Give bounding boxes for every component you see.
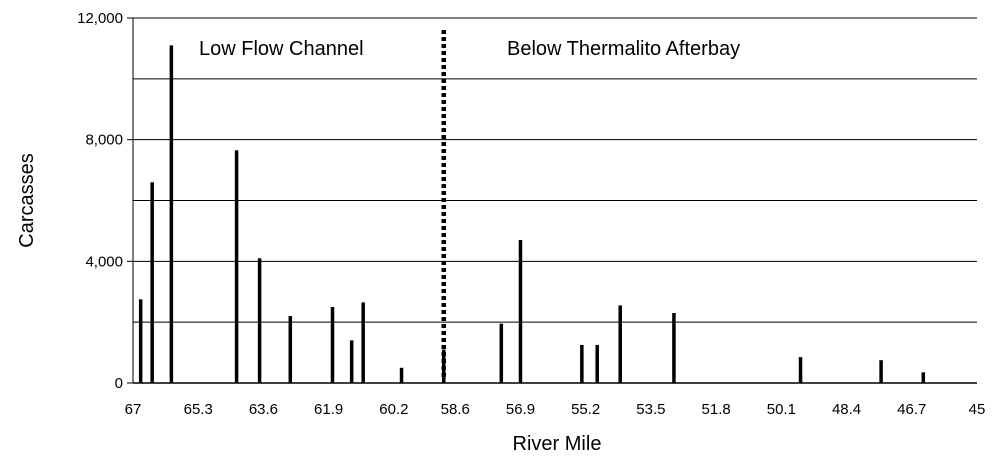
bar-9 xyxy=(399,367,404,383)
bar-4 xyxy=(257,258,262,383)
x-tick-labels: 67 65.3 63.6 61.9 60.2 58.6 56.9 55.2 53.5 51.8 50… xyxy=(125,401,986,418)
annotation-below-thermalito-afterbay: Below Thermalito Afterbay xyxy=(507,38,740,60)
bar-1 xyxy=(150,182,154,383)
bar-11 xyxy=(499,323,504,383)
bar-5 xyxy=(288,316,293,383)
x-tick-label-11: 48.4 xyxy=(832,401,861,418)
bar-17 xyxy=(798,357,803,383)
annotation-low-flow-channel: Low Flow Channel xyxy=(199,38,364,60)
bars xyxy=(138,45,926,383)
y-axis-title: Carcasses xyxy=(16,153,38,247)
y-tick-label-2: 8,000 xyxy=(85,132,123,149)
bar-8 xyxy=(361,302,365,383)
bar-7 xyxy=(349,340,354,383)
y-tick-label-1: 4,000 xyxy=(85,253,123,270)
bar-19 xyxy=(921,372,926,383)
bar-15 xyxy=(618,305,622,383)
bar-2 xyxy=(169,45,174,383)
x-tick-label-0: 67 xyxy=(125,401,142,418)
bar-13 xyxy=(580,344,584,383)
x-axis-title: River Mile xyxy=(513,433,602,455)
y-tick-labels: 0 4,000 8,000 12,000 xyxy=(77,10,123,392)
x-tick-label-2: 63.6 xyxy=(249,401,278,418)
bar-6 xyxy=(330,306,335,383)
axes xyxy=(127,17,977,384)
y-tick-label-3: 12,000 xyxy=(77,10,123,27)
bar-12 xyxy=(518,240,523,383)
x-tick-label-3: 61.9 xyxy=(314,401,343,418)
x-tick-label-12: 46.7 xyxy=(897,401,926,418)
x-tick-label-4: 60.2 xyxy=(379,401,408,418)
x-tick-label-9: 51.8 xyxy=(702,401,731,418)
x-tick-label-13: 45 xyxy=(969,401,986,418)
bar-18 xyxy=(879,360,883,383)
x-tick-label-6: 56.9 xyxy=(506,401,535,418)
bar-0 xyxy=(138,299,143,383)
y-tick-label-0: 0 xyxy=(115,375,123,392)
x-tick-label-7: 55.2 xyxy=(571,401,600,418)
x-tick-label-8: 53.5 xyxy=(636,401,665,418)
bar-16 xyxy=(672,313,676,383)
x-tick-label-5: 58.6 xyxy=(441,401,470,418)
bar-3 xyxy=(234,150,239,383)
y-gridlines xyxy=(133,17,977,323)
x-tick-label-10: 50.1 xyxy=(767,401,796,418)
bar-14 xyxy=(595,344,599,383)
x-tick-label-1: 65.3 xyxy=(184,401,213,418)
